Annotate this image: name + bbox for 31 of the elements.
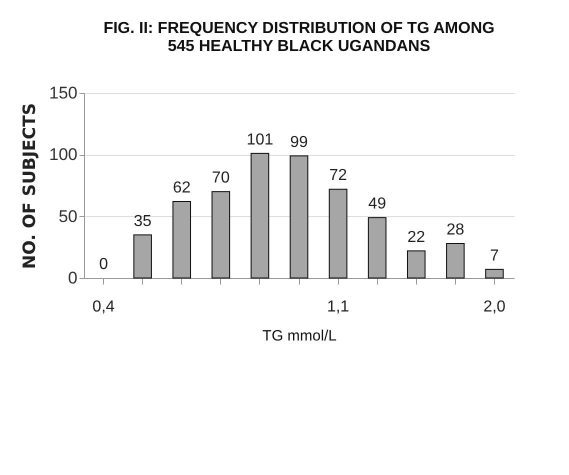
y-axis-title: NO. OF SUBJECTS xyxy=(20,103,40,269)
y-tick-label: 100 xyxy=(49,145,78,164)
data-label: 70 xyxy=(212,170,230,187)
y-tick-label: 50 xyxy=(58,206,78,226)
x-axis-title: TG mmol/L xyxy=(262,328,337,344)
x-tick-label: 1,1 xyxy=(326,298,350,316)
bar xyxy=(446,242,465,278)
data-label: 22 xyxy=(407,228,426,246)
bar xyxy=(368,217,386,278)
bar xyxy=(328,188,348,278)
data-label: 62 xyxy=(172,180,191,197)
bar xyxy=(250,152,270,278)
data-label: 7 xyxy=(490,247,499,264)
bar xyxy=(133,234,152,278)
chart-title: FIG. II: FREQUENCY DISTRIBUTION OF TG AMONG 545 HEALTHY BLACK UGANDANS xyxy=(103,20,495,55)
bar xyxy=(212,191,230,278)
data-label: 99 xyxy=(290,134,308,151)
bar xyxy=(406,250,426,278)
y-tick-label: 150 xyxy=(49,84,78,102)
data-label: 0 xyxy=(99,256,108,273)
x-tick-label: 2,0 xyxy=(483,298,506,316)
data-label: 101 xyxy=(246,131,274,148)
data-label: 35 xyxy=(134,212,152,230)
bar xyxy=(290,155,308,278)
data-label: 72 xyxy=(329,167,348,184)
data-label: 28 xyxy=(446,221,464,238)
data-label: 49 xyxy=(368,196,386,213)
bar xyxy=(485,268,504,278)
x-tick-label: 0,4 xyxy=(92,298,115,316)
bar xyxy=(172,201,192,278)
y-tick-label: 0 xyxy=(68,268,78,288)
